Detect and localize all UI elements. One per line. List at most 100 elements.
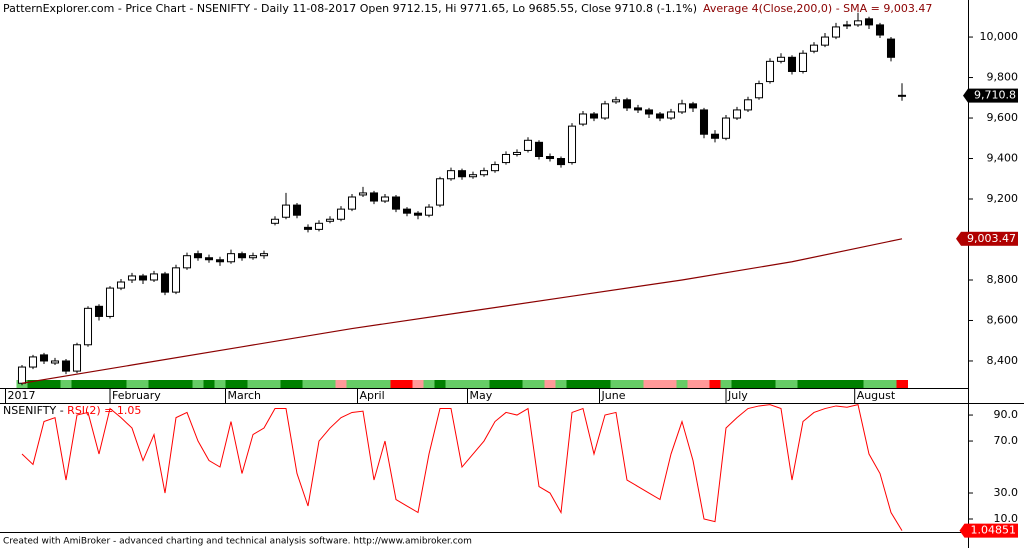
candle-body (490, 164, 500, 172)
candle-body (259, 253, 269, 257)
ribbon-cell (38, 380, 50, 388)
candle-body (314, 222, 324, 230)
ribbon-cell (566, 380, 578, 388)
ribbon-cell (302, 380, 314, 388)
candle-body (666, 111, 676, 119)
candle-body (468, 174, 478, 178)
ribbon-cell (225, 380, 237, 388)
ribbon-cell (797, 380, 809, 388)
candle-body (820, 36, 830, 46)
rsi-last-label-pointer (959, 523, 965, 538)
ribbon-cell (126, 380, 138, 388)
ribbon-cell (489, 380, 501, 388)
candle-body (105, 287, 115, 317)
ribbon-cell (247, 380, 259, 388)
ribbon-cell (599, 380, 611, 388)
ribbon-cell (621, 380, 633, 388)
ribbon-cell (775, 380, 787, 388)
x-tick-label: May (470, 389, 493, 402)
candle-body (369, 192, 379, 202)
candle-body (391, 196, 401, 210)
ribbon-cell (753, 380, 765, 388)
y-tick-label: 9,200 (987, 192, 1019, 205)
x-tick-label: March (228, 389, 262, 402)
ribbon-cell (236, 380, 248, 388)
candle-body (589, 113, 599, 119)
ribbon-cell (181, 380, 193, 388)
ribbon-cell (269, 380, 281, 388)
candle-body (479, 170, 489, 176)
candle-body (721, 117, 731, 139)
ribbon-cell (368, 380, 380, 388)
x-tick-label: August (857, 389, 896, 402)
candle-body (226, 253, 236, 263)
ribbon-cell (390, 380, 402, 388)
candle-body (765, 60, 775, 83)
ribbon-cell (115, 380, 127, 388)
candle-body (402, 208, 412, 214)
footer: Created with AmiBroker - advanced charti… (3, 537, 472, 547)
ribbon-cell (467, 380, 479, 388)
y-tick-label: 9,800 (987, 71, 1019, 84)
ribbon-cell (764, 380, 776, 388)
sma-title-text: Average 4(Close,200,0) - SMA = 9,003.47 (703, 2, 932, 15)
ribbon-cell (346, 380, 358, 388)
ribbon-cell (82, 380, 94, 388)
candle-body (776, 56, 786, 62)
ribbon-cell (71, 380, 83, 388)
x-tick-label: April (360, 389, 385, 402)
candle-body (743, 99, 753, 111)
ribbon-cell (511, 380, 523, 388)
sma-last-label-pointer (956, 231, 962, 246)
candle-body (457, 170, 467, 178)
candle-body (50, 360, 60, 364)
ribbon-cell (544, 380, 556, 388)
candle-body (215, 259, 225, 263)
candle-body (303, 226, 313, 230)
candle-body (204, 257, 214, 261)
ribbon-cell (643, 380, 655, 388)
candle-body (710, 133, 720, 139)
candle-body (127, 275, 137, 281)
ribbon-cell (434, 380, 446, 388)
ribbon-cell (885, 380, 897, 388)
candle-body (699, 109, 709, 135)
ribbon-cell (632, 380, 644, 388)
candle-body (501, 153, 511, 164)
candle-body (281, 204, 291, 218)
ribbon-cell (533, 380, 545, 388)
candle-body (72, 344, 82, 372)
candle-body (336, 208, 346, 220)
ribbon-cell (852, 380, 864, 388)
candle-body (435, 178, 445, 206)
sma-line (21, 238, 903, 384)
plot-layer: 8,4008,6008,8009,0009,2009,4009,6009,800… (5, 12, 1019, 538)
last-close-label: 9,710.8 (974, 89, 1016, 102)
candle-body (149, 273, 159, 281)
ribbon-cell (698, 380, 710, 388)
candle-body (523, 139, 533, 151)
candle-body (897, 94, 907, 97)
candle-body (831, 26, 841, 38)
candle-body (512, 151, 522, 155)
x-tick-label: June (601, 389, 626, 402)
ribbon-cell (280, 380, 292, 388)
ribbon-cell (291, 380, 303, 388)
ribbon-cell (170, 380, 182, 388)
y-tick-label: 8,400 (987, 354, 1019, 367)
candle-body (644, 109, 654, 115)
candle-body (853, 20, 863, 26)
candle-body (655, 113, 665, 119)
candle-body (809, 44, 819, 52)
candle-body (611, 99, 621, 103)
ribbon-cell (203, 380, 215, 388)
candle-body (754, 83, 764, 99)
rsi-line (21, 404, 903, 531)
candle-body (171, 267, 181, 293)
candle-body (633, 107, 643, 111)
candle-body (39, 354, 49, 362)
candle-body (413, 212, 423, 216)
candle-body (270, 218, 280, 224)
y-tick-label: 30.0 (994, 486, 1019, 499)
